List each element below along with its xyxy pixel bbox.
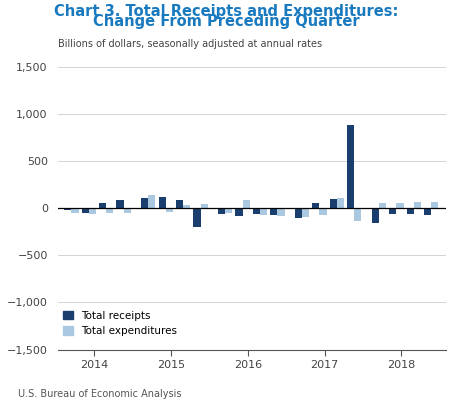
Bar bbox=[116, 200, 124, 209]
Bar bbox=[124, 209, 131, 213]
Bar bbox=[106, 209, 113, 213]
Bar bbox=[72, 209, 78, 213]
Bar bbox=[319, 209, 327, 215]
Bar bbox=[201, 204, 208, 209]
Bar bbox=[225, 209, 232, 213]
Bar bbox=[236, 209, 242, 216]
Bar bbox=[193, 209, 201, 227]
Text: Chart 3. Total Receipts and Expenditures:: Chart 3. Total Receipts and Expenditures… bbox=[54, 4, 399, 19]
Bar bbox=[218, 209, 225, 213]
Bar bbox=[431, 202, 439, 209]
Bar bbox=[330, 199, 337, 209]
Text: Change From Preceding Quarter: Change From Preceding Quarter bbox=[93, 14, 360, 29]
Bar bbox=[379, 203, 386, 209]
Bar bbox=[407, 209, 414, 215]
Bar bbox=[295, 209, 302, 218]
Legend: Total receipts, Total expenditures: Total receipts, Total expenditures bbox=[63, 311, 178, 336]
Bar bbox=[372, 209, 379, 223]
Bar bbox=[302, 209, 309, 217]
Bar bbox=[99, 203, 106, 209]
Bar bbox=[277, 209, 284, 216]
Bar bbox=[424, 209, 431, 215]
Bar bbox=[176, 200, 183, 209]
Bar bbox=[389, 209, 396, 213]
Bar bbox=[347, 126, 354, 209]
Bar bbox=[148, 194, 155, 209]
Bar bbox=[354, 209, 361, 221]
Bar bbox=[64, 209, 72, 210]
Bar bbox=[159, 197, 166, 209]
Bar bbox=[312, 203, 319, 209]
Bar bbox=[270, 209, 277, 215]
Bar bbox=[242, 200, 250, 209]
Bar bbox=[166, 209, 173, 212]
Bar bbox=[414, 202, 421, 209]
Text: Billions of dollars, seasonally adjusted at annual rates: Billions of dollars, seasonally adjusted… bbox=[58, 39, 322, 49]
Bar bbox=[260, 209, 267, 215]
Bar bbox=[396, 203, 404, 209]
Bar bbox=[337, 198, 344, 209]
Bar bbox=[141, 198, 148, 209]
Text: U.S. Bureau of Economic Analysis: U.S. Bureau of Economic Analysis bbox=[18, 389, 182, 399]
Bar bbox=[253, 209, 260, 215]
Bar bbox=[89, 209, 96, 214]
Bar bbox=[183, 205, 190, 209]
Bar bbox=[82, 209, 89, 213]
